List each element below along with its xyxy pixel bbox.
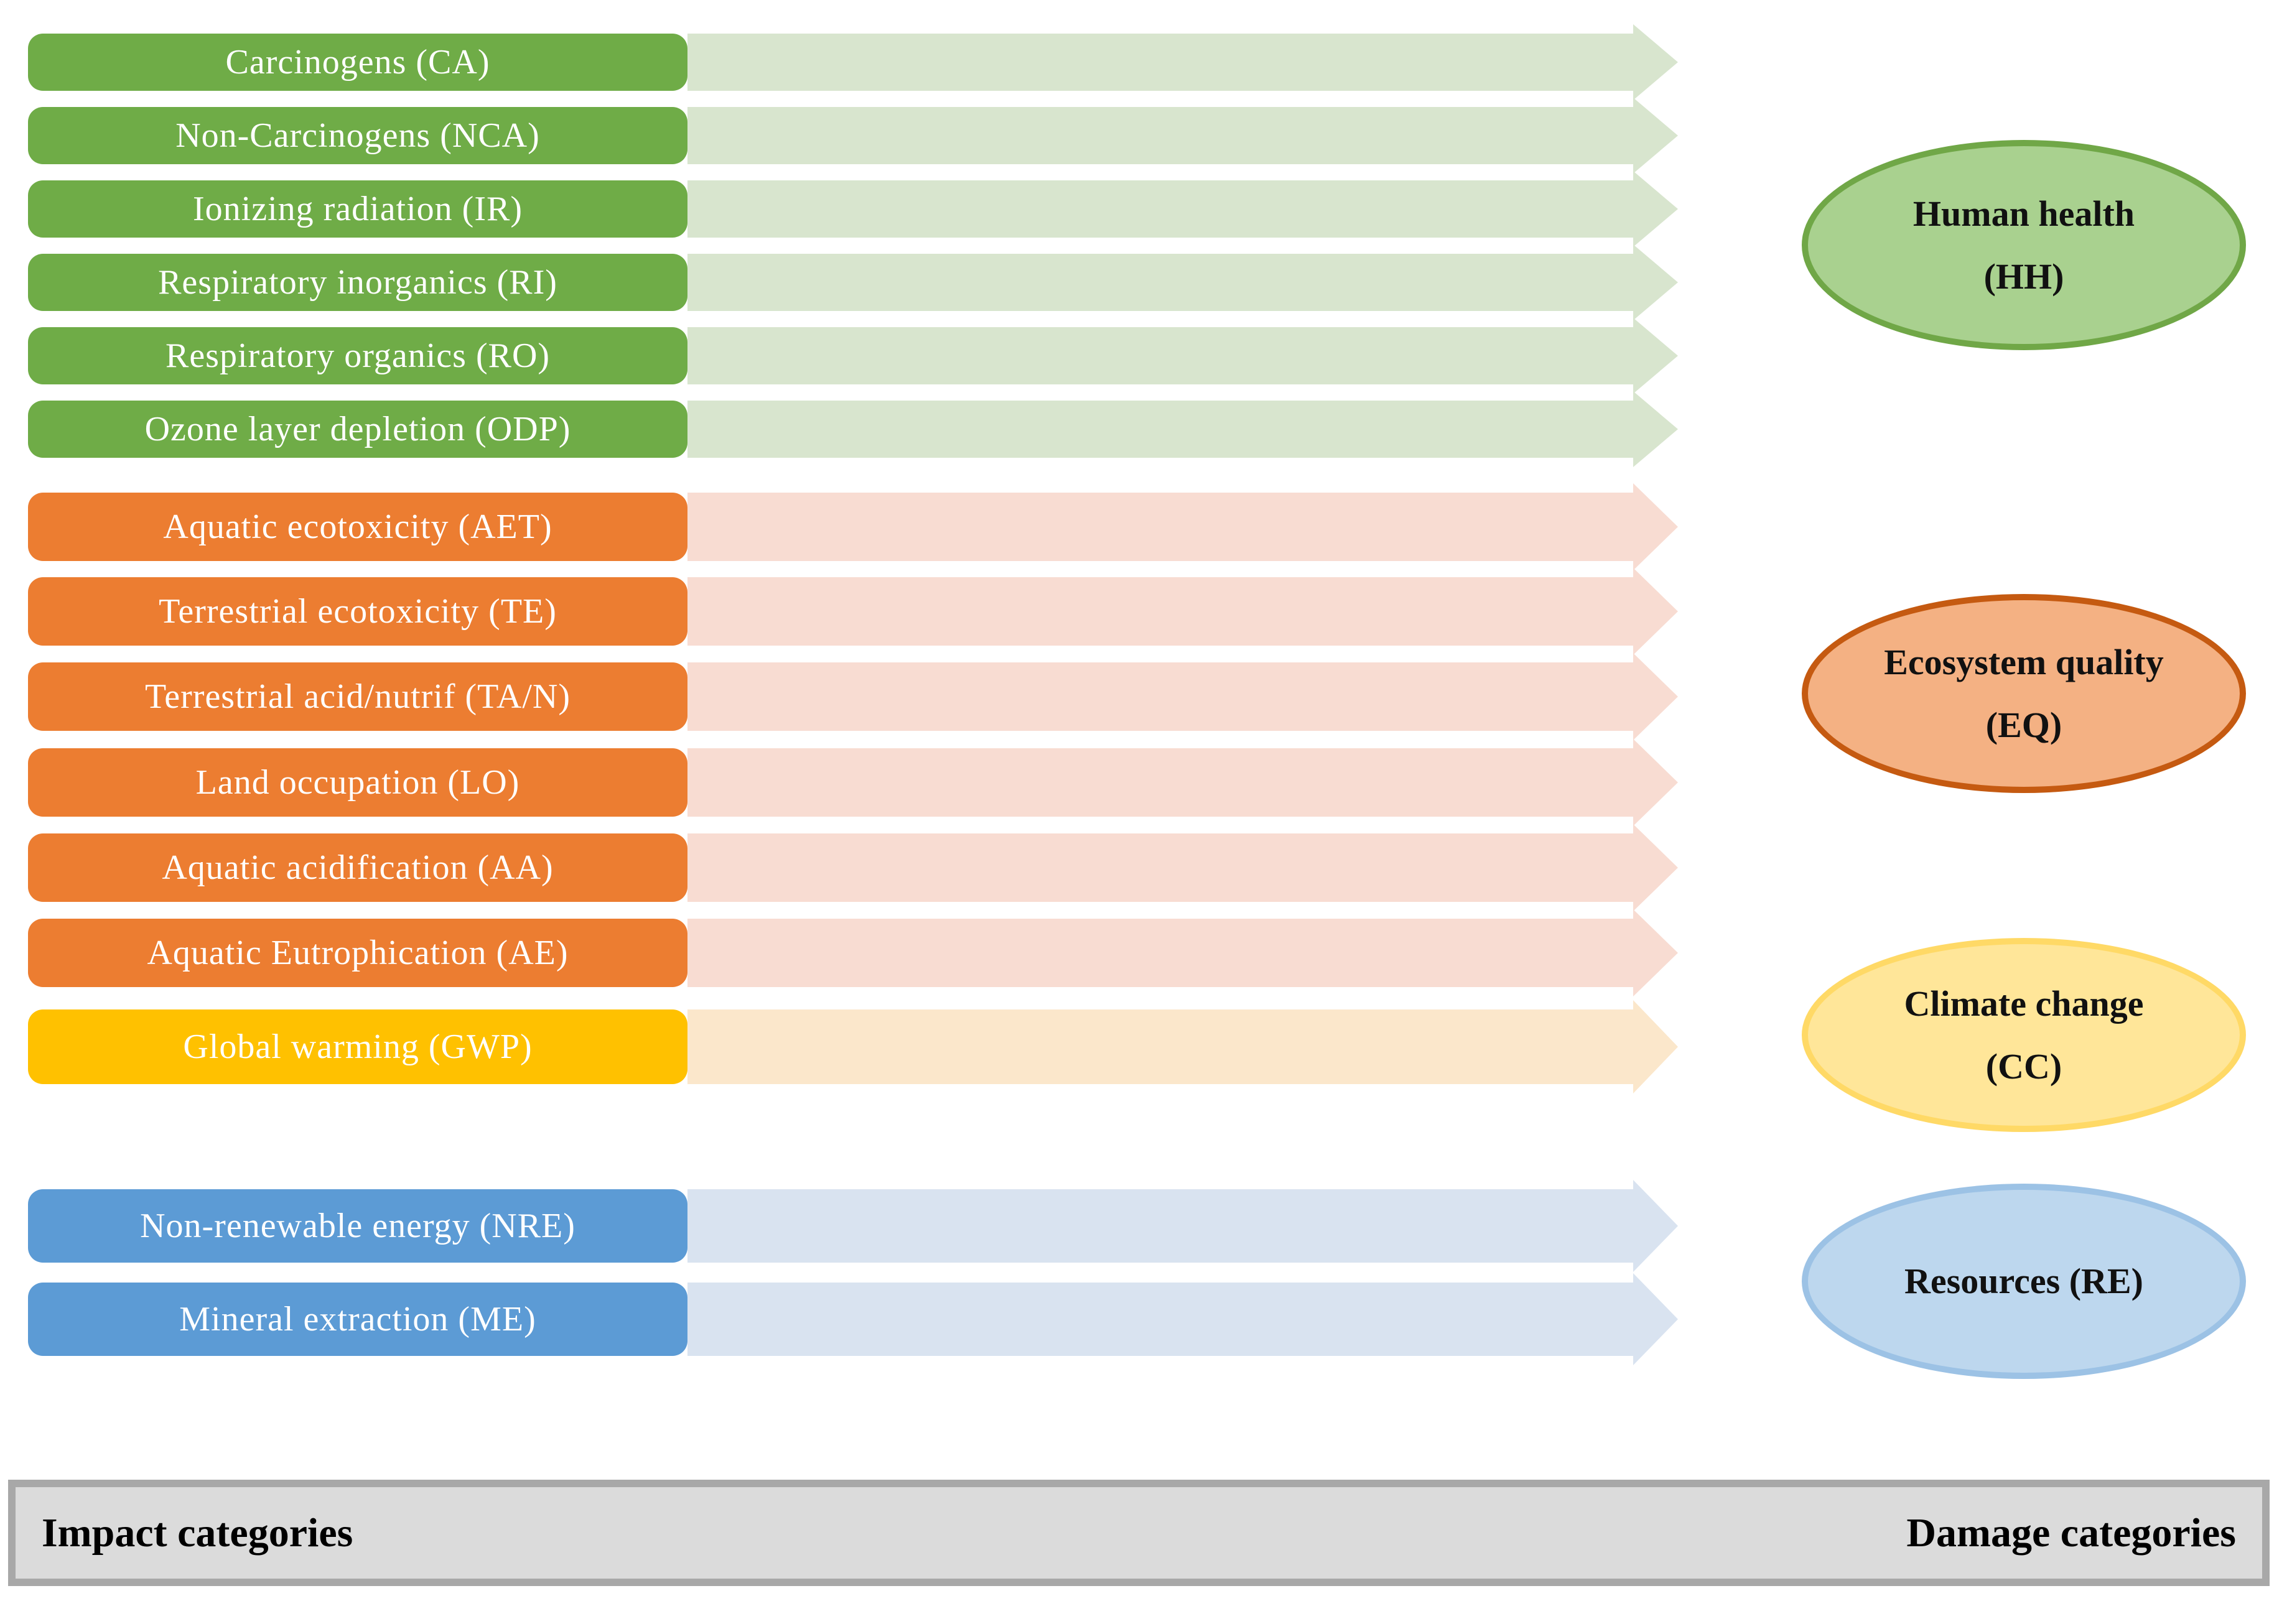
damage-category-label-line: (CC)	[1985, 1046, 2062, 1087]
impact-category-box: Aquatic ecotoxicity (AET)	[28, 493, 687, 561]
impact-category-label: Global warming (GWP)	[183, 1028, 533, 1066]
impact-category-box: Global warming (GWP)	[28, 1009, 687, 1084]
legend-damage-label: Damage categories	[1906, 1510, 2236, 1556]
impact-category-label: Aquatic ecotoxicity (AET)	[163, 508, 552, 546]
impact-category-label: Mineral extraction (ME)	[179, 1300, 536, 1339]
impact-category-box: Mineral extraction (ME)	[28, 1283, 687, 1356]
impact-category-label: Aquatic acidification (AA)	[162, 848, 554, 887]
impact-category-label: Ionizing radiation (IR)	[193, 190, 523, 228]
damage-category-label-line: (HH)	[1983, 256, 2064, 297]
damage-category-ellipse-human-health: Human health (HH)	[1802, 140, 2246, 350]
damage-category-ellipse-ecosystem-quality: Ecosystem quality (EQ)	[1802, 594, 2246, 793]
impact-category-box: Land occupation (LO)	[28, 748, 687, 817]
flow-arrow-icon	[687, 98, 1678, 174]
impact-category-label: Non-Carcinogens (NCA)	[175, 116, 540, 155]
impact-category-label: Respiratory organics (RO)	[165, 336, 551, 375]
flow-arrow-icon	[687, 483, 1678, 570]
impact-category-box: Non-renewable energy (NRE)	[28, 1189, 687, 1263]
impact-category-box: Ozone layer depletion (ODP)	[28, 401, 687, 458]
legend-impact-label: Impact categories	[42, 1510, 353, 1556]
flow-arrow-icon	[687, 244, 1678, 320]
impact-category-box: Non-Carcinogens (NCA)	[28, 107, 687, 164]
impact-category-label: Terrestrial acid/nutrif (TA/N)	[145, 677, 571, 716]
impact-category-box: Aquatic acidification (AA)	[28, 833, 687, 902]
impact-category-label: Carcinogens (CA)	[225, 43, 490, 81]
flow-arrow-icon	[687, 739, 1678, 826]
flow-arrow-icon	[687, 909, 1678, 996]
damage-category-ellipse-resources: Resources (RE)	[1802, 1184, 2246, 1379]
flow-arrow-icon	[687, 318, 1678, 394]
flow-arrow-icon	[687, 1180, 1678, 1272]
impact-category-box: Terrestrial acid/nutrif (TA/N)	[28, 662, 687, 731]
flow-arrow-icon	[687, 653, 1678, 740]
flow-arrow-icon	[687, 391, 1678, 467]
flow-arrow-icon	[687, 171, 1678, 247]
flow-arrow-icon	[687, 824, 1678, 911]
impact-category-label: Aquatic Eutrophication (AE)	[147, 934, 569, 972]
impact-category-label: Non-renewable energy (NRE)	[140, 1207, 575, 1245]
impact-category-box: Respiratory inorganics (RI)	[28, 254, 687, 311]
impact-category-box: Aquatic Eutrophication (AE)	[28, 919, 687, 987]
damage-category-label-line: Human health	[1912, 193, 2135, 234]
impact-category-box: Ionizing radiation (IR)	[28, 180, 687, 238]
impact-category-label: Ozone layer depletion (ODP)	[144, 410, 571, 448]
flow-arrow-icon	[687, 568, 1678, 655]
impact-category-label: Terrestrial ecotoxicity (TE)	[159, 592, 557, 631]
impact-category-box: Terrestrial ecotoxicity (TE)	[28, 577, 687, 646]
damage-category-label-line: (EQ)	[1985, 705, 2062, 745]
flow-arrow-icon	[687, 1273, 1678, 1365]
damage-category-label-line: Resources (RE)	[1904, 1261, 2143, 1302]
damage-category-label-line: Ecosystem quality	[1884, 641, 2164, 682]
flow-arrow-icon	[687, 24, 1678, 100]
impact-category-label: Respiratory inorganics (RI)	[158, 263, 557, 302]
impact-category-label: Land occupation (LO)	[195, 763, 520, 802]
legend-bar: Impact categories Damage categories	[8, 1480, 2270, 1586]
impact-category-box: Carcinogens (CA)	[28, 34, 687, 91]
flow-arrow-icon	[687, 1000, 1678, 1093]
impact-category-box: Respiratory organics (RO)	[28, 327, 687, 384]
damage-category-label-line: Climate change	[1904, 983, 2144, 1024]
damage-category-ellipse-climate-change: Climate change (CC)	[1802, 938, 2246, 1132]
